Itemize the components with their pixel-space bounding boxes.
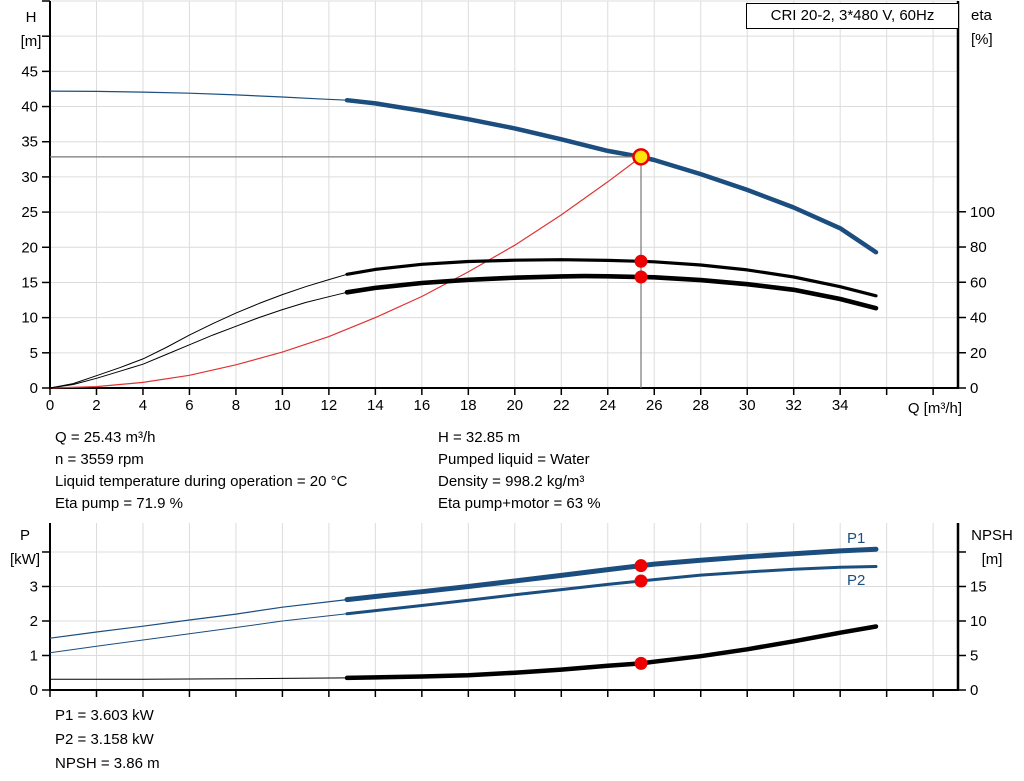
svg-text:2: 2: [30, 613, 38, 630]
svg-text:22: 22: [553, 397, 570, 414]
p2-curve-label: P2: [847, 572, 866, 589]
eta-pump-series: [49, 258, 878, 389]
svg-text:14: 14: [367, 397, 384, 414]
svg-text:10: 10: [274, 397, 291, 414]
duty-annotation-right-column: H = 32.85 m Pumped liquid = Water Density …: [438, 427, 601, 515]
system-curve-series: [49, 156, 642, 389]
svg-text:40: 40: [21, 99, 38, 116]
operating-point-dot: [634, 270, 648, 284]
svg-text:60: 60: [970, 274, 987, 291]
svg-text:6: 6: [185, 397, 193, 414]
annotation-line: Density = 998.2 kg/m³: [438, 473, 585, 490]
power-npsh-chart: 0 1 2 3 0 5 10 15: [30, 523, 987, 699]
P1-series: [49, 546, 879, 639]
svg-text:16: 16: [414, 397, 431, 414]
svg-text:18: 18: [460, 397, 477, 414]
duty-annotation-bottom-block: P1 = 3.603 kW P2 = 3.158 kW NPSH = 3.86 m: [55, 704, 160, 776]
svg-text:45: 45: [21, 63, 38, 80]
eta-axis-title-line2: [%]: [971, 31, 993, 48]
operating-point-dot: [634, 656, 648, 670]
svg-text:0: 0: [46, 397, 54, 414]
operating-point-dot: [634, 254, 648, 268]
svg-text:15: 15: [970, 578, 987, 595]
svg-text:0: 0: [970, 682, 978, 699]
h-axis-title: H [m]: [8, 6, 54, 54]
svg-text:30: 30: [21, 169, 38, 186]
svg-text:28: 28: [692, 397, 709, 414]
svg-text:12: 12: [321, 397, 338, 414]
svg-text:24: 24: [599, 397, 616, 414]
npsh-axis-title-line1: NPSH: [971, 527, 1013, 544]
svg-text:10: 10: [21, 310, 38, 327]
annotation-line: H = 32.85 m: [438, 429, 521, 446]
p-axis-title: P [kW]: [2, 524, 48, 572]
svg-text:0: 0: [970, 380, 978, 397]
svg-text:100: 100: [970, 204, 995, 221]
operating-point-dot: [634, 559, 648, 573]
svg-text:32: 32: [785, 397, 802, 414]
eta-pump-motor-series: [49, 273, 879, 389]
annotation-line: n = 3559 rpm: [55, 451, 144, 468]
svg-text:2: 2: [92, 397, 100, 414]
npsh-axis-title: NPSH [m]: [961, 524, 1023, 572]
P2-series: [49, 565, 878, 654]
p-axis-title-line2: [kW]: [10, 551, 40, 568]
p1-curve-label: P1: [847, 530, 866, 547]
h-axis-title-line2: [m]: [20, 33, 42, 50]
svg-text:15: 15: [21, 274, 38, 291]
p-axis-title-line1: P: [19, 527, 30, 544]
svg-text:25: 25: [21, 204, 38, 221]
q-axis-title: Q [m³/h]: [907, 400, 962, 417]
operating-point-dot: [634, 574, 648, 588]
svg-text:8: 8: [232, 397, 240, 414]
svg-text:34: 34: [832, 397, 849, 414]
annotation-line: Eta pump+motor = 63 %: [438, 495, 601, 512]
svg-text:4: 4: [139, 397, 147, 414]
NPSH-series: [50, 624, 879, 681]
svg-text:20: 20: [21, 239, 38, 256]
svg-text:26: 26: [646, 397, 663, 414]
annotation-line: P2 = 3.158 kW: [55, 731, 154, 748]
pump-designation-box: CRI 20-2, 3*480 V, 60Hz: [746, 3, 959, 29]
svg-text:1: 1: [30, 647, 38, 664]
svg-text:35: 35: [21, 134, 38, 151]
svg-text:40: 40: [970, 310, 987, 327]
H-curve-series: [49, 90, 879, 255]
svg-text:10: 10: [970, 613, 987, 630]
svg-text:3: 3: [30, 578, 38, 595]
annotation-line: Liquid temperature during operation = 20…: [55, 473, 348, 490]
head-efficiency-chart: 0 2 4 6 8 10 12 14 16 18 20 22 24 26 28 30 32 34051015202…: [21, 0, 995, 414]
svg-text:20: 20: [970, 345, 987, 362]
annotation-line: NPSH = 3.86 m: [55, 755, 160, 772]
npsh-axis-title-line2: [m]: [981, 551, 1003, 568]
svg-text:0: 0: [30, 380, 38, 397]
h-axis-title-line1: H: [25, 9, 37, 26]
annotation-line: Pumped liquid = Water: [438, 451, 590, 468]
svg-text:0: 0: [30, 682, 38, 699]
annotation-line: Q = 25.43 m³/h: [55, 429, 156, 446]
svg-text:5: 5: [970, 647, 978, 664]
eta-axis-title-line1: eta: [971, 7, 992, 24]
duty-point-marker: [632, 148, 650, 166]
duty-annotation-left-column: Q = 25.43 m³/h n = 3559 rpm Liquid tempera…: [55, 427, 347, 515]
annotation-line: P1 = 3.603 kW: [55, 707, 154, 724]
annotation-line: Eta pump = 71.9 %: [55, 495, 183, 512]
svg-text:30: 30: [739, 397, 756, 414]
eta-axis-title: eta [%]: [971, 4, 1021, 52]
svg-text:20: 20: [506, 397, 523, 414]
svg-text:80: 80: [970, 239, 987, 256]
svg-text:5: 5: [30, 345, 38, 362]
